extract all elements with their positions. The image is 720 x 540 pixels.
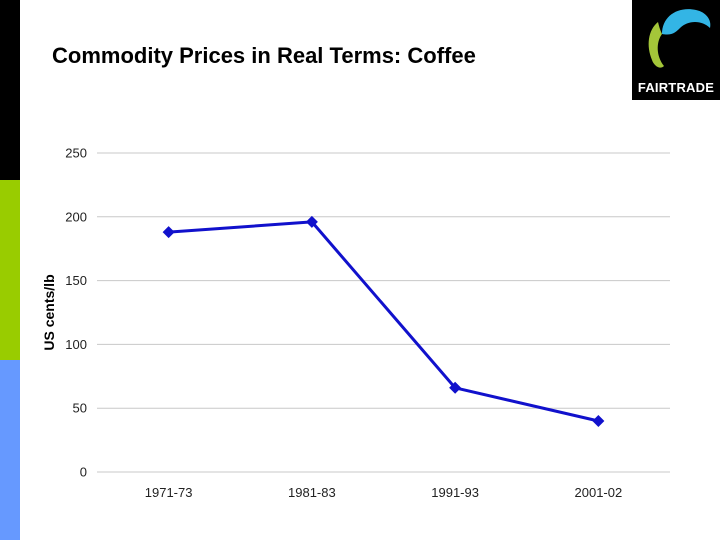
data-point-marker <box>162 226 175 239</box>
data-point-marker <box>449 381 462 394</box>
x-tick-label: 1991-93 <box>431 485 479 500</box>
y-axis-label: US cents/lb <box>41 274 57 350</box>
logo-text: FAIRTRADE <box>637 80 715 95</box>
slide-title: Commodity Prices in Real Terms: Coffee <box>52 43 476 68</box>
data-point-marker <box>592 414 605 427</box>
series-line <box>168 220 599 423</box>
fairtrade-logo: FAIRTRADE <box>632 0 720 100</box>
sidebar-blue-segment <box>0 360 20 540</box>
x-tick-label: 1981-83 <box>288 485 336 500</box>
y-tick-label: 200 <box>65 209 87 224</box>
x-tick-label: 1971-73 <box>145 485 193 500</box>
series-markers <box>162 215 605 427</box>
y-tick-labels: 0 50 100 150 200 250 <box>65 146 87 480</box>
x-tick-labels: 1971-73 1981-83 1991-93 2001-02 <box>145 485 622 500</box>
sidebar-green-segment <box>0 180 20 360</box>
y-tick-label: 50 <box>73 401 87 416</box>
gridlines <box>97 152 670 409</box>
y-tick-label: 100 <box>65 337 87 352</box>
fairtrade-mark-icon <box>648 9 711 68</box>
y-tick-label: 0 <box>80 465 87 480</box>
sidebar-black-segment <box>0 0 20 180</box>
x-tick-label: 2001-02 <box>575 485 623 500</box>
y-tick-label: 250 <box>65 146 87 161</box>
data-point-marker <box>305 215 318 228</box>
y-tick-label: 150 <box>65 273 87 288</box>
